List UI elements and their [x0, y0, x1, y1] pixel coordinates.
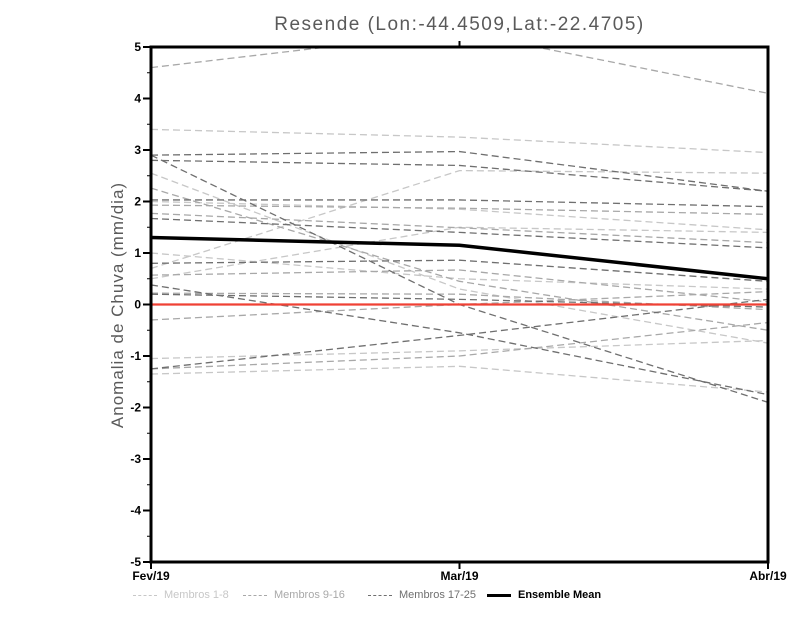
legend-dashed-line-icon	[243, 594, 267, 596]
ensemble-mean-line	[151, 235, 768, 281]
x-tick-label: Abr/19	[749, 569, 787, 583]
legend-entry: Ensemble Mean	[487, 588, 601, 602]
member-line	[151, 204, 768, 216]
legend-label: Membros 9-16	[274, 589, 345, 601]
member-line	[151, 321, 768, 370]
member-line	[151, 128, 768, 154]
member-line	[151, 292, 768, 311]
member-line	[151, 293, 768, 308]
member-line	[151, 199, 768, 208]
legend-dashed-line-icon	[368, 594, 392, 596]
y-tick-label: 3	[134, 143, 141, 157]
legend-label: Membros 17-25	[399, 589, 477, 601]
member-line	[151, 47, 768, 94]
y-tick-label: 2	[134, 195, 141, 209]
y-tick-label: -5	[130, 555, 141, 569]
y-tick-label: 5	[134, 40, 141, 54]
legend-entry: Membros 17-25	[368, 588, 476, 602]
member-line	[151, 169, 768, 270]
member-line	[151, 187, 768, 331]
y-tick-label: 4	[134, 92, 141, 106]
member-line	[151, 252, 768, 290]
member-line	[151, 365, 768, 393]
member-line	[151, 259, 768, 282]
member-line	[151, 217, 768, 249]
member-line	[151, 284, 768, 396]
member-line	[151, 226, 768, 280]
chart-legend: Membros 1-8 Membros 9-16 Membros 17-25 Ense…	[0, 588, 800, 610]
member-line	[151, 339, 768, 360]
x-tick-label: Mar/19	[440, 569, 478, 583]
legend-entry: Membros 1-8	[133, 588, 229, 602]
legend-label: Ensemble Mean	[518, 589, 602, 601]
y-tick-label: -4	[130, 504, 141, 518]
chart-title: Resende (Lon:-44.4509,Lat:-22.4705)	[274, 14, 645, 35]
legend-entry: Membros 9-16	[243, 588, 345, 602]
y-tick-label: -2	[130, 401, 141, 415]
legend-label: Membros 1-8	[164, 589, 229, 601]
legend-solid-line-icon	[487, 593, 511, 597]
legend-dashed-line-icon	[133, 594, 157, 596]
x-tick-label: Fev/19	[132, 569, 170, 583]
y-tick-label: 0	[134, 298, 141, 312]
y-tick-label: 1	[134, 246, 141, 260]
member-line	[151, 269, 768, 303]
member-line	[151, 298, 768, 370]
member-line	[151, 212, 768, 244]
member-line	[151, 150, 768, 192]
y-tick-label: -3	[130, 452, 141, 466]
member-line	[151, 172, 768, 344]
member-line	[151, 200, 768, 231]
y-tick-label: -1	[130, 349, 141, 363]
member-line	[151, 159, 768, 192]
